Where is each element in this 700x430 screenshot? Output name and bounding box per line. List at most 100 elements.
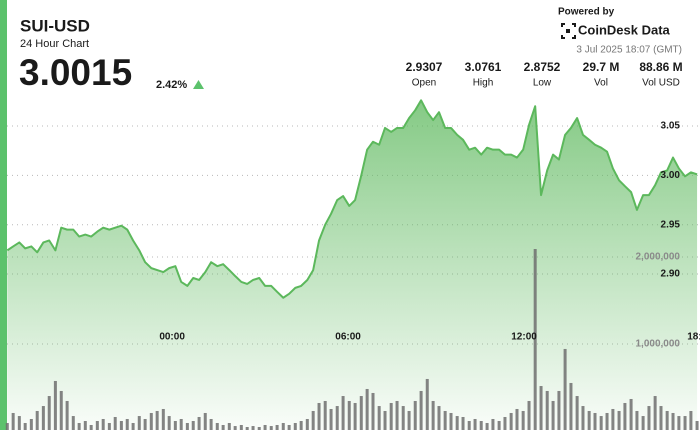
tick-labels: 2.90 2.95 3.00 3.05 1,000,000 2,000,000 00:00 0… — [159, 121, 700, 350]
volume-bars — [5, 249, 699, 430]
volume-bar — [203, 412, 207, 430]
volume-bar — [389, 402, 393, 430]
y-tick-label: 2.90 — [661, 269, 681, 280]
volume-bar — [65, 400, 69, 430]
powered-by: Powered by — [558, 7, 615, 18]
volume-bar — [287, 424, 291, 430]
volume-bar — [323, 400, 327, 430]
subtitle: 24 Hour Chart — [20, 38, 89, 50]
volume-bar — [641, 416, 645, 430]
volume-bar — [407, 410, 411, 430]
volume-bar — [455, 416, 459, 430]
volume-bar — [281, 422, 285, 430]
volume-bar — [581, 406, 585, 430]
stat-value: 29.7 M — [583, 60, 620, 74]
volume-bar — [83, 420, 87, 430]
x-tick-label: 18:00 — [687, 332, 700, 343]
stat-label: Vol — [594, 78, 608, 89]
volume-bar — [215, 422, 219, 430]
volume-bar — [227, 422, 231, 430]
volume-bar — [671, 412, 675, 430]
change: 2.42% — [156, 79, 187, 91]
volume-bar — [479, 420, 483, 430]
volume-bar — [251, 426, 255, 430]
volume-bar — [131, 422, 135, 430]
volume-bar — [293, 422, 297, 430]
volume-bar — [605, 412, 609, 430]
volume-bar — [557, 390, 561, 430]
volume-bar — [431, 400, 435, 430]
volume-bar — [683, 416, 687, 430]
volume-bar — [437, 406, 441, 430]
volume-bar — [395, 400, 399, 430]
stat-value: 2.9307 — [406, 60, 443, 74]
volume-bar — [185, 422, 189, 430]
volume-bar — [653, 396, 657, 430]
y-tick-label: 3.05 — [661, 121, 681, 132]
volume-bar — [551, 400, 555, 430]
volume-bar — [155, 410, 159, 430]
volume-bar — [449, 412, 453, 430]
plot: 2.90 2.95 3.00 3.05 1,000,000 2,000,000 00:00 0… — [5, 99, 700, 430]
volume-bar — [11, 412, 15, 430]
volume-bar — [335, 406, 339, 430]
volume-bar — [29, 418, 33, 430]
y-tick-label: 3.00 — [661, 170, 681, 181]
volume-bar — [149, 412, 153, 430]
volume-bar — [467, 420, 471, 430]
volume-bar — [485, 422, 489, 430]
volume-bar — [23, 422, 27, 430]
volume-bar — [515, 408, 519, 430]
volume-bar — [473, 418, 477, 430]
volume-bar — [239, 424, 243, 430]
volume-bar — [521, 410, 525, 430]
volume-bar — [689, 410, 693, 430]
volume-bar — [413, 400, 417, 430]
stat-value: 2.8752 — [524, 60, 561, 74]
volume-bar — [47, 396, 51, 430]
logo-icon — [561, 23, 576, 39]
volume-bar — [593, 412, 597, 430]
volume-bar — [359, 396, 363, 430]
symbol: SUI-USD — [20, 16, 90, 35]
volume-bar — [575, 396, 579, 430]
volume-bar — [425, 378, 429, 430]
volume-bar — [563, 348, 567, 430]
volume-bar — [77, 422, 81, 430]
stat-value: 88.86 M — [639, 60, 682, 74]
price-line — [6, 99, 698, 299]
volume-bar — [353, 402, 357, 430]
volume-bar — [545, 390, 549, 430]
volume-bar — [311, 410, 315, 430]
volume-bar — [629, 398, 633, 430]
volume-bar — [119, 420, 123, 430]
volume-bar — [347, 400, 351, 430]
volume-bar — [635, 410, 639, 430]
volume-bar — [89, 424, 93, 430]
x-tick-label: 00:00 — [159, 332, 185, 343]
volume-bar — [587, 410, 591, 430]
volume-bar — [179, 418, 183, 430]
volume-bar — [527, 400, 531, 430]
y2-tick-label: 2,000,000 — [636, 252, 681, 263]
volume-bar — [173, 420, 177, 430]
volume-bar — [443, 410, 447, 430]
price: 3.0015 — [19, 52, 132, 93]
volume-bar — [305, 418, 309, 430]
y2-tick-label: 1,000,000 — [636, 339, 681, 350]
volume-bar — [161, 408, 165, 430]
stat-label: High — [473, 78, 494, 89]
volume-bar — [143, 418, 147, 430]
stat-label: Vol USD — [642, 78, 680, 89]
volume-bar — [383, 410, 387, 430]
volume-bar — [377, 406, 381, 430]
volume-bar — [17, 416, 21, 430]
volume-bar — [695, 420, 699, 430]
volume-bar — [59, 390, 63, 430]
volume-bar — [125, 418, 129, 430]
volume-bar — [659, 406, 663, 430]
volume-bar — [275, 424, 279, 430]
x-tick-label: 12:00 — [511, 332, 537, 343]
volume-bar — [617, 410, 621, 430]
